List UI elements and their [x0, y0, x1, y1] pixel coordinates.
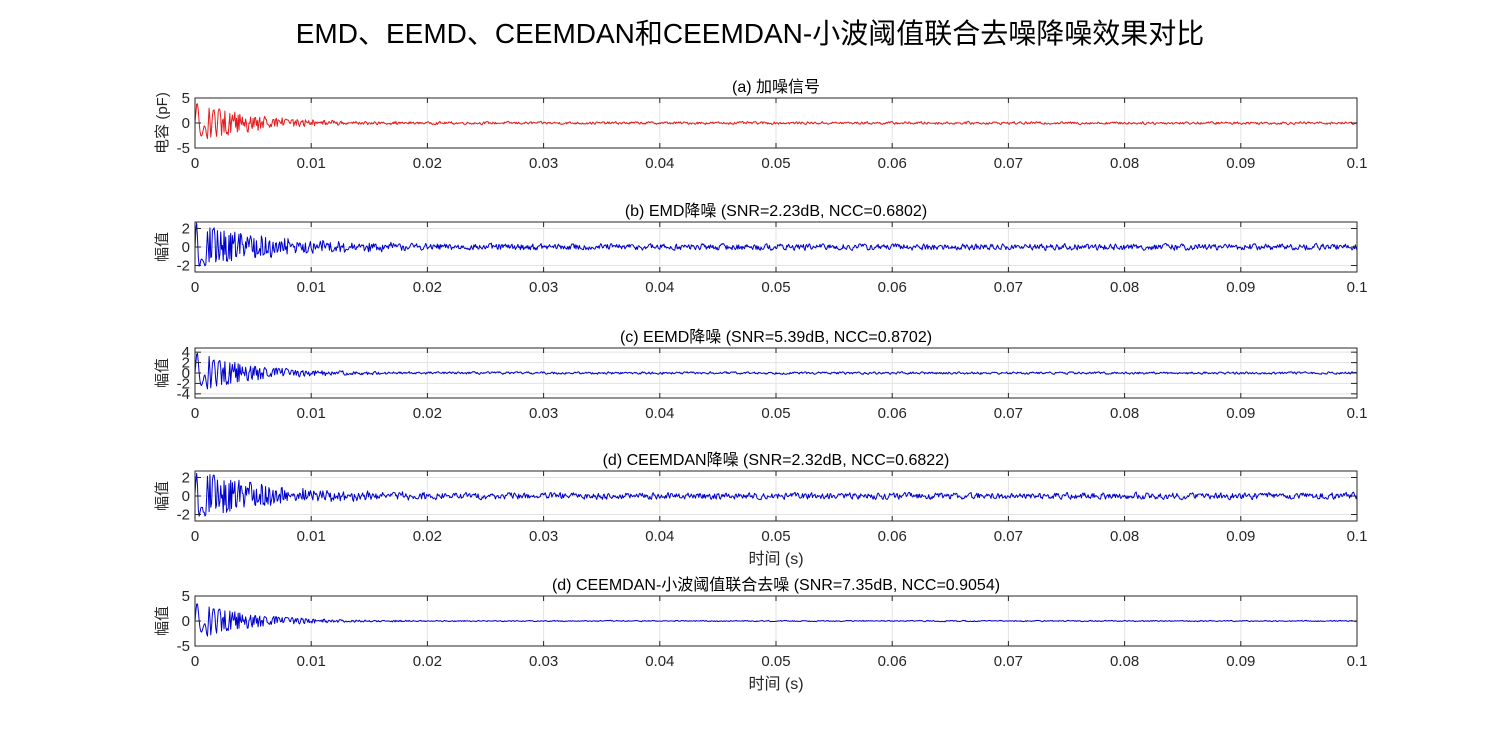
y-tick-label: 2	[182, 469, 190, 486]
x-tick-label: 0.04	[645, 528, 674, 545]
y-tick-label: 4	[182, 344, 190, 361]
x-tick-label: 0.06	[878, 279, 907, 296]
x-tick-label: 0.04	[645, 155, 674, 172]
x-tick-label: 0.09	[1226, 405, 1255, 422]
x-tick-label: 0.06	[878, 528, 907, 545]
y-axis-label: 幅值	[154, 232, 171, 262]
subplot-1: 0 0.01 0.02 0.03 0.04 0.05 0.06 0.07 0.08 0.09 0.1…	[154, 78, 1367, 172]
x-tick-label: 0.02	[413, 653, 442, 670]
y-axis-label: 幅值	[154, 358, 171, 388]
y-tick-label: 5	[182, 90, 190, 107]
x-tick-label: 0.04	[645, 279, 674, 296]
y-tick-label: 0	[182, 115, 190, 132]
y-tick-label: 0	[182, 488, 190, 505]
x-tick-label: 0.03	[529, 279, 558, 296]
x-tick-label: 0.1	[1347, 279, 1368, 296]
x-tick-label: 0.09	[1226, 653, 1255, 670]
x-tick-label: 0.05	[761, 528, 790, 545]
x-tick-label: 0.01	[297, 279, 326, 296]
y-tick-label: 0	[182, 613, 190, 630]
y-tick-label: -2	[177, 507, 190, 524]
y-tick-label: 5	[182, 588, 190, 605]
series-line	[194, 352, 1358, 390]
x-tick-label: 0.08	[1110, 653, 1139, 670]
subplot-title: (b) EMD降噪 (SNR=2.23dB, NCC=0.6802)	[625, 202, 927, 220]
x-tick-label: 0.02	[413, 405, 442, 422]
x-tick-label: 0.03	[529, 528, 558, 545]
x-tick-label: 0.01	[297, 653, 326, 670]
x-tick-label: 0.07	[994, 528, 1023, 545]
x-tick-label: 0.07	[994, 405, 1023, 422]
subplot-3: 0 0.01 0.02 0.03 0.04 0.05 0.06 0.07 0.08 0.09 0.1…	[154, 328, 1367, 422]
x-tick-label: 0.1	[1347, 653, 1368, 670]
x-tick-label: 0.03	[529, 405, 558, 422]
x-tick-label: 0.01	[297, 528, 326, 545]
x-tick-label: 0.06	[878, 405, 907, 422]
series-line	[194, 103, 1358, 140]
subplot-5: 0 0.01 0.02 0.03 0.04 0.05 0.06 0.07 0.08 0.09 0.1…	[154, 576, 1367, 693]
y-tick-label: -5	[177, 140, 190, 157]
y-tick-label: 2	[182, 355, 190, 372]
x-axis-label: 时间 (s)	[748, 675, 803, 693]
x-tick-label: 0.05	[761, 405, 790, 422]
x-tick-label: 0.05	[761, 653, 790, 670]
x-tick-label: 0.08	[1110, 405, 1139, 422]
series-line	[194, 472, 1358, 517]
x-tick-label: 0.03	[529, 653, 558, 670]
figure-title: EMD、EEMD、CEEMDAN和CEEMDAN-小波阈值联合去噪降噪效果对比	[295, 18, 1205, 49]
x-tick-label: 0.05	[761, 279, 790, 296]
y-tick-label: 0	[182, 365, 190, 382]
subplot-title: (d) CEEMDAN-小波阈值联合去噪 (SNR=7.35dB, NCC=0.…	[552, 576, 1000, 594]
y-tick-label: -2	[177, 375, 190, 392]
x-tick-label: 0.08	[1110, 155, 1139, 172]
x-tick-label: 0.05	[761, 155, 790, 172]
subplot-title: (a) 加噪信号	[732, 78, 820, 96]
subplot-2: 0 0.01 0.02 0.03 0.04 0.05 0.06 0.07 0.08 0.09 0.1…	[154, 202, 1367, 296]
y-axis-label: 幅值	[154, 481, 171, 511]
x-tick-label: 0.08	[1110, 528, 1139, 545]
x-tick-label: 0.1	[1347, 528, 1368, 545]
x-tick-label: 0.04	[645, 405, 674, 422]
y-tick-label: 2	[182, 220, 190, 237]
x-tick-label: 0	[191, 653, 199, 670]
x-tick-label: 0.07	[994, 155, 1023, 172]
x-tick-label: 0	[191, 528, 199, 545]
x-tick-label: 0.04	[645, 653, 674, 670]
x-tick-label: 0.06	[878, 653, 907, 670]
x-tick-label: 0	[191, 279, 199, 296]
series-line	[194, 603, 1358, 637]
x-tick-label: 0.08	[1110, 279, 1139, 296]
x-tick-label: 0.09	[1226, 528, 1255, 545]
y-axis-label: 电容 (pF)	[154, 92, 171, 154]
x-tick-label: 0.07	[994, 279, 1023, 296]
x-tick-label: 0.02	[413, 528, 442, 545]
x-tick-label: 0.02	[413, 279, 442, 296]
x-tick-label: 0.01	[297, 405, 326, 422]
y-axis-label: 幅值	[154, 606, 171, 636]
x-tick-label: 0	[191, 155, 199, 172]
x-tick-label: 0.01	[297, 155, 326, 172]
y-tick-label: -2	[177, 258, 190, 275]
x-axis-label: 时间 (s)	[748, 550, 803, 568]
x-tick-label: 0.09	[1226, 155, 1255, 172]
x-tick-label: 0.07	[994, 653, 1023, 670]
series-line	[194, 222, 1358, 267]
x-tick-label: 0.02	[413, 155, 442, 172]
subplot-4: 0 0.01 0.02 0.03 0.04 0.05 0.06 0.07 0.08 0.09 0.1…	[154, 451, 1367, 568]
x-tick-label: 0.1	[1347, 155, 1368, 172]
subplot-title: (c) EEMD降噪 (SNR=5.39dB, NCC=0.8702)	[620, 328, 932, 346]
x-tick-label: 0.1	[1347, 405, 1368, 422]
x-tick-label: 0.06	[878, 155, 907, 172]
x-tick-label: 0.03	[529, 155, 558, 172]
y-tick-label: -4	[177, 386, 190, 403]
subplot-title: (d) CEEMDAN降噪 (SNR=2.32dB, NCC=0.6822)	[603, 451, 950, 469]
y-tick-label: -5	[177, 638, 190, 655]
x-tick-label: 0.09	[1226, 279, 1255, 296]
x-tick-label: 0	[191, 405, 199, 422]
y-tick-label: 0	[182, 239, 190, 256]
